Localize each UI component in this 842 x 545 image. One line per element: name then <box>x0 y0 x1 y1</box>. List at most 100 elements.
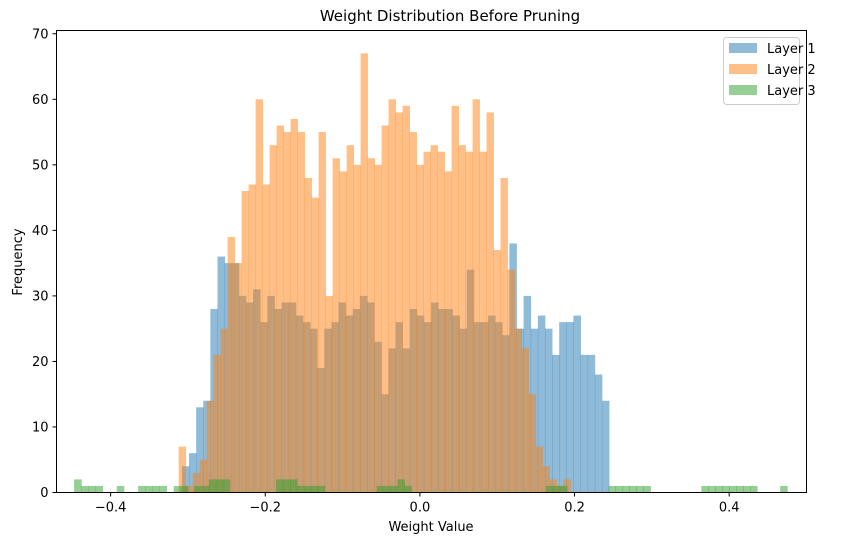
x-tick-label: −0.2 <box>249 501 281 516</box>
bar-3-9 <box>173 485 182 493</box>
bar-2-32 <box>402 105 410 493</box>
series-2 <box>178 53 571 493</box>
bar-3-37 <box>701 485 709 493</box>
bar-2-11 <box>255 99 264 493</box>
x-axis: −0.4 −0.2 0.0 0.2 0.4 <box>95 492 740 516</box>
bar-3-27 <box>404 485 412 493</box>
x-axis-title: Weight Value <box>388 520 473 535</box>
bar-3-18 <box>290 479 298 493</box>
bar-2-51 <box>535 446 543 493</box>
bar-2-25 <box>353 164 361 493</box>
bar-2-24 <box>346 145 355 493</box>
bar-3-30 <box>559 485 568 493</box>
bar-3-25 <box>390 485 399 493</box>
bar-3-16 <box>276 479 284 493</box>
bar-2-33 <box>409 132 417 493</box>
chart-title: Weight Distribution Before Pruning <box>320 7 580 25</box>
bar-2-48 <box>514 328 522 493</box>
bar-2-16 <box>290 118 299 493</box>
bar-3-5 <box>138 485 146 493</box>
x-tick-label: 0.4 <box>719 501 740 516</box>
bar-2-26 <box>360 53 368 493</box>
bar-2-13 <box>269 145 278 493</box>
bar-2-19 <box>311 197 320 493</box>
bar-1-53 <box>559 322 567 493</box>
y-tick-label: 50 <box>32 158 49 173</box>
y-axis: 0 10 20 30 40 50 60 70 <box>32 27 57 501</box>
bar-2-43 <box>479 151 487 493</box>
y-tick-label: 30 <box>32 289 49 304</box>
y-tick-label: 70 <box>32 27 49 42</box>
bar-2-49 <box>521 348 529 493</box>
bar-3-1 <box>81 485 89 493</box>
bar-3-33 <box>622 485 630 493</box>
bar-3-23 <box>376 485 385 493</box>
bar-3-34 <box>629 485 637 493</box>
bar-2-37 <box>437 151 445 493</box>
bar-2-23 <box>339 171 348 493</box>
bar-2-14 <box>276 125 285 493</box>
y-tick-label: 60 <box>32 93 49 108</box>
bar-2-52 <box>542 466 550 493</box>
bar-1-57 <box>587 354 596 493</box>
bar-2-40 <box>458 145 466 493</box>
bar-2-21 <box>325 295 334 493</box>
bar-2-5 <box>213 354 222 493</box>
y-tick-label: 0 <box>40 486 48 501</box>
plot-frame <box>56 30 807 493</box>
bar-1-54 <box>566 322 574 493</box>
bar-2-8 <box>234 263 243 493</box>
bar-3-42 <box>736 485 744 493</box>
bar-3-11 <box>194 485 202 493</box>
bar-3-43 <box>743 485 751 493</box>
legend-label-3: Layer 3 <box>767 84 816 99</box>
y-tick-label: 40 <box>32 224 49 239</box>
bar-3-12 <box>201 485 210 493</box>
x-tick-label: 0.0 <box>410 501 431 516</box>
bar-3-3 <box>95 485 103 493</box>
bar-3-21 <box>310 485 319 493</box>
bar-3-36 <box>643 485 651 493</box>
bar-3-13 <box>208 479 217 493</box>
bar-3-8 <box>159 485 168 493</box>
bar-1-55 <box>573 315 581 493</box>
bar-2-18 <box>304 177 313 493</box>
bar-3-10 <box>180 485 189 493</box>
bar-2-10 <box>248 184 257 493</box>
bar-2-22 <box>332 158 341 493</box>
bar-3-14 <box>215 479 224 493</box>
y-axis-title: Frequency <box>11 228 26 295</box>
bars-layer <box>74 53 788 493</box>
bar-3-24 <box>383 485 392 493</box>
bar-1-59 <box>601 400 610 493</box>
bar-3-4 <box>116 485 125 493</box>
bar-2-30 <box>388 99 396 493</box>
bar-3-2 <box>88 485 96 493</box>
bar-2-9 <box>241 191 250 493</box>
bar-2-15 <box>283 132 292 493</box>
bar-3-19 <box>296 485 305 493</box>
bar-2-0 <box>178 446 187 493</box>
bar-1-52 <box>552 354 560 493</box>
legend-swatch-3 <box>729 85 757 95</box>
bar-3-44 <box>750 485 758 493</box>
bar-2-12 <box>262 184 271 493</box>
bar-3-17 <box>283 479 291 493</box>
bar-1-58 <box>594 374 603 493</box>
bar-2-44 <box>486 112 494 493</box>
bar-2-28 <box>374 164 382 493</box>
bar-2-38 <box>444 171 452 493</box>
bar-2-29 <box>381 125 389 493</box>
bar-2-45 <box>493 250 501 493</box>
bar-2-36 <box>430 145 438 493</box>
legend: Layer 1 Layer 2 Layer 3 <box>723 37 816 105</box>
bar-2-39 <box>451 105 459 493</box>
bar-3-45 <box>780 485 788 493</box>
legend-swatch-2 <box>729 64 757 74</box>
bar-2-47 <box>507 269 515 493</box>
bar-2-20 <box>318 132 327 493</box>
bar-3-38 <box>708 485 716 493</box>
bar-2-35 <box>423 151 431 493</box>
bar-2-6 <box>220 328 229 493</box>
legend-label-2: Layer 2 <box>767 63 816 78</box>
